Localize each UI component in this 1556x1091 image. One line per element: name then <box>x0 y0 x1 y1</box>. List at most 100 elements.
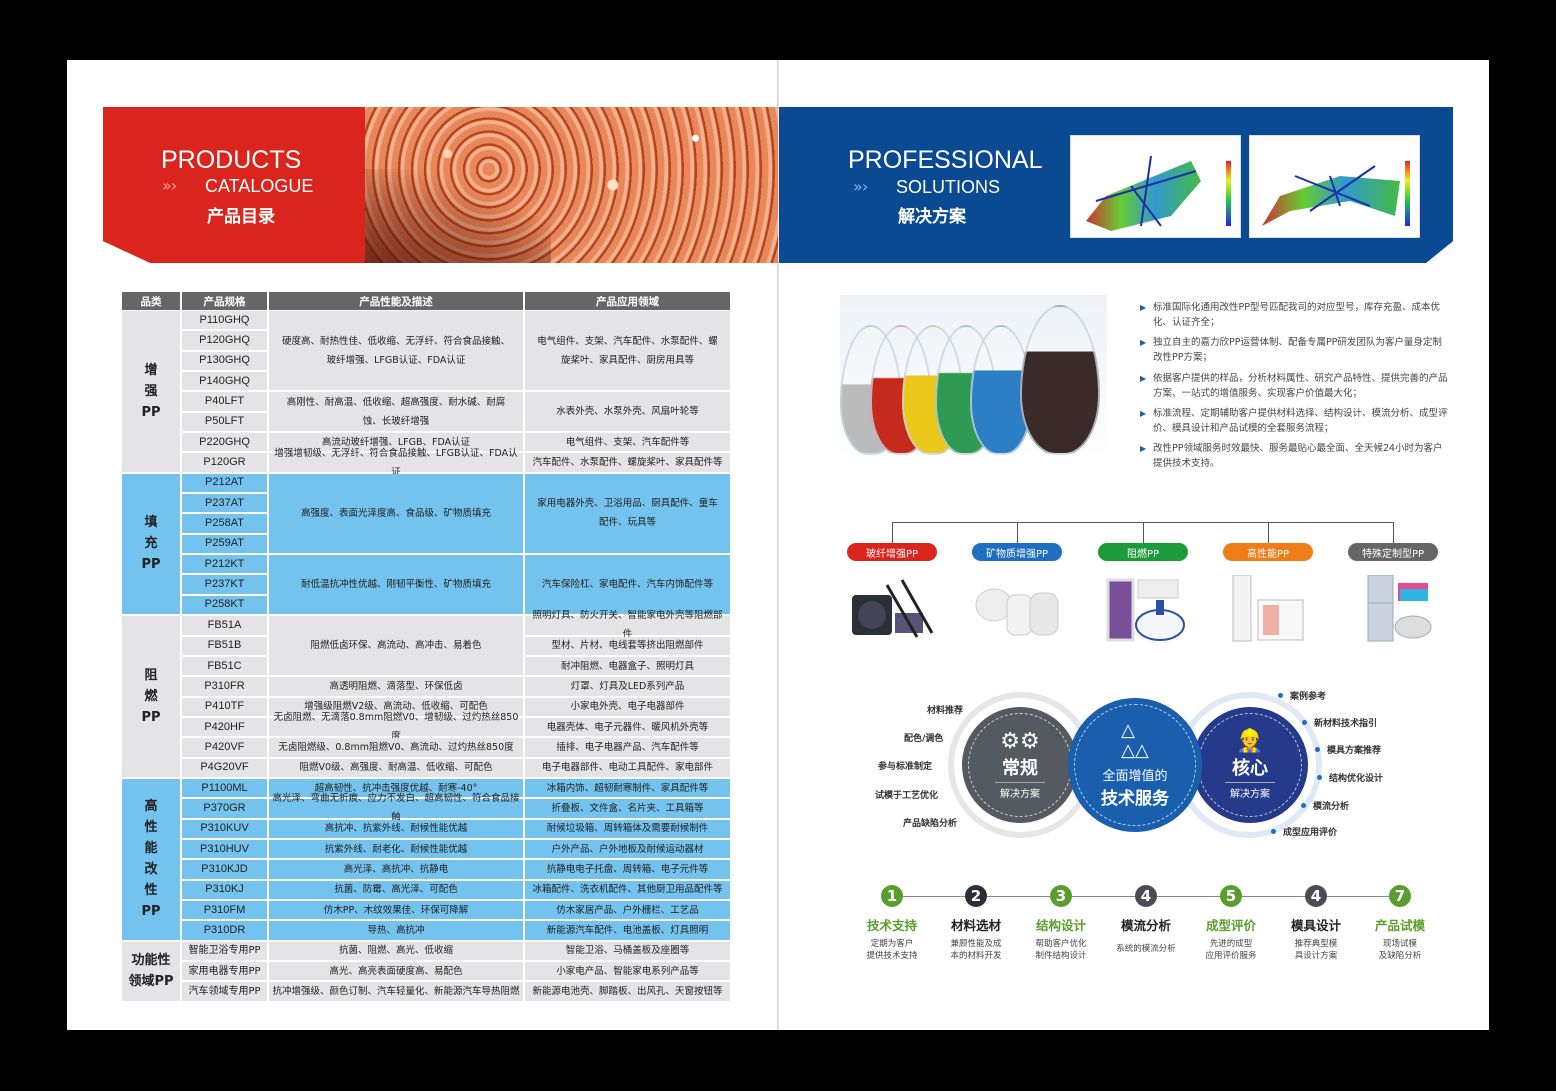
regular-solution-circle: ⚙⚙ 常规 解决方案 <box>962 707 1078 823</box>
tree-branch <box>1143 522 1144 543</box>
spec-cell: P237AT <box>182 494 267 514</box>
category-tree-line <box>892 522 1393 523</box>
step-marker: 7 <box>1389 885 1411 907</box>
core-service-item: 结构优化设计 <box>1329 774 1384 784</box>
description-cell: 高光泽、弯曲无折痕、应力不发白、超高韧性、符合食品接触 <box>269 793 523 823</box>
category-pill: 阻燃PP <box>1098 543 1188 561</box>
advantage-item: 依据客户提供的样品，分析材料属性、研究产品特性、提供完善的产品方案、一站式的增值… <box>1140 371 1450 401</box>
spec-cell: 智能卫浴专用PP <box>182 941 267 961</box>
step-description: 先进的成型 应用评价服务 <box>1205 939 1257 961</box>
pellets-photo <box>365 107 778 263</box>
spec-cell: P50LFT <box>182 412 267 433</box>
product-photo <box>972 575 1062 643</box>
spec-cell: P212AT <box>182 473 267 494</box>
application-cell: 小家电产品、智能家电系列产品等 <box>525 962 730 982</box>
category-cell: 增 强 PP <box>122 311 180 473</box>
description-cell: 阻燃低卤环保、高流动、高冲击、易着色 <box>269 616 523 677</box>
spec-cell: P370GR <box>182 799 267 819</box>
description-cell: 超高韧性、抗冲击强度优越、耐寒-40° <box>269 778 523 799</box>
spec-cell: P420HF <box>182 717 267 738</box>
step-description: 推荐典型模 具设计方案 <box>1294 939 1338 961</box>
description-cell: 抗菌、防霉、高光泽、可配色 <box>269 880 523 900</box>
header-subtitle: SOLUTIONS <box>896 177 1001 197</box>
application-cell: 电子电器部件、电动工具配件、家电部件 <box>525 758 730 778</box>
application-cell: 电器壳体、电子元器件、暖风机外壳等 <box>525 717 730 738</box>
application-cell: 水表外壳、水泵外壳、风扇叶轮等 <box>525 392 730 433</box>
description-cell: 阻燃V0级、高强度、耐高温、低收缩、可配色 <box>269 758 523 778</box>
step-description: 系统的模流分析 <box>1116 944 1176 954</box>
spec-cell: P259AT <box>182 534 267 555</box>
core-service-item: 模流分析 <box>1313 802 1350 812</box>
application-cell: 新能源电池壳、脚踏板、出风孔、天窗按钮等 <box>525 982 730 1002</box>
core-service-item: 新材料技术指引 <box>1314 719 1378 729</box>
category-pill: 高性能PP <box>1223 543 1313 561</box>
step-description: 兼顾性能及成 本的材料开发 <box>950 939 1002 961</box>
application-cell: 冰箱配件、洗衣机配件、其他厨卫用品配件等 <box>525 880 730 900</box>
spec-cell: P310FR <box>182 677 267 697</box>
description-cell: 耐低温抗冲性优越、刚韧平衡性、矿物质填充 <box>269 555 523 616</box>
step-title: 产品试模 <box>1374 918 1425 933</box>
spec-cell: FB51B <box>182 636 267 656</box>
spec-cell: P120GHQ <box>182 331 267 351</box>
bullet-dot <box>1301 803 1306 808</box>
step-marker: 1 <box>881 885 903 907</box>
spec-cell: P310KJ <box>182 880 267 900</box>
application-cell: 汽车配件、水泵配件、螺旋桨叶、家具配件等 <box>525 453 730 473</box>
table-header: 品类 <box>122 292 180 310</box>
step-title: 模流分析 <box>1120 918 1171 933</box>
spec-cell: 家用电器专用PP <box>182 962 267 982</box>
regular-service-item: 试模于工艺优化 <box>875 791 939 801</box>
regular-service-item: 产品缺陷分析 <box>903 819 958 829</box>
chevron-icon: ›› › <box>162 176 177 195</box>
table-header: 产品规格 <box>182 292 267 310</box>
value-added-service-circle: △ △△ 全面增值的 技术服务 <box>1068 698 1202 832</box>
core-service-item: 成型应用评价 <box>1283 828 1338 838</box>
spec-cell: P310KJD <box>182 860 267 880</box>
application-cell: 新能源汽车配件、电池盖板、灯具照明 <box>525 921 730 941</box>
step-marker: 5 <box>1220 885 1242 907</box>
step-marker: 4 <box>1135 885 1157 907</box>
step-marker: 4 <box>1305 885 1327 907</box>
core-solution-circle: 👷 核心 解决方案 <box>1192 707 1308 823</box>
tree-branch <box>892 522 893 543</box>
table-header: 产品应用领域 <box>525 292 730 310</box>
step-title: 模具设计 <box>1290 918 1341 933</box>
header-cn: 产品目录 <box>207 207 275 226</box>
description-cell: 抗紫外线、耐老化、耐候性能优越 <box>269 839 523 860</box>
core-service-item: 案例参考 <box>1290 692 1327 702</box>
description-cell: 高抗冲、抗紫外线、耐候性能优越 <box>269 819 523 839</box>
bullet-dot <box>1302 720 1307 725</box>
application-cell: 小家电外壳、电子电器部件 <box>525 697 730 717</box>
step-description: 帮助客户优化 制件结构设计 <box>1035 939 1087 961</box>
step-number: 4 <box>1310 887 1322 905</box>
application-cell: 耐候垃圾箱、周转箱体及需要耐候制件 <box>525 819 730 839</box>
header-title: PROFESSIONAL <box>848 146 1043 174</box>
spec-cell: P258KT <box>182 595 267 616</box>
advantage-item: 改性PP领域服务时效最快、服务最贴心最全面、全天候24小时为客户提供技术支持。 <box>1140 441 1450 471</box>
spec-cell: P310DR <box>182 921 267 941</box>
application-cell: 户外产品、户外地板及耐候运动器材 <box>525 839 730 860</box>
application-cell: 仿木家居产品、户外栅栏、工艺品 <box>525 900 730 921</box>
application-cell: 抗静电电子托盘、周转箱、电子元件等 <box>525 860 730 880</box>
advantage-item: 标准国际化通用改性PP型号匹配我司的对应型号，库存充盈、成本优化、认证齐全； <box>1140 300 1450 330</box>
spec-cell: P310KUV <box>182 819 267 839</box>
mold-flow-simulation-image <box>1249 135 1420 238</box>
spec-cell: P40LFT <box>182 392 267 412</box>
application-cell: 冰箱内饰、超韧耐寒制件、家具配件等 <box>525 778 730 799</box>
mold-flow-simulation-image <box>1070 135 1241 238</box>
spec-cell: P140GHQ <box>182 372 267 392</box>
spec-cell: P130GHQ <box>182 351 267 372</box>
description-cell: 抗冲增强级、颜色订制、汽车轻量化、新能源汽车导热阻燃 <box>269 982 523 1002</box>
spec-cell: P220GHQ <box>182 433 267 453</box>
spec-cell: P1100ML <box>182 778 267 799</box>
advantage-item: 标准流程、定期辅助客户提供材料选择、结构设计、模流分析、成型评价、模具设计和产品… <box>1140 406 1450 436</box>
description-cell: 增强级阻燃V2级、高流动、低收缩、可配色 <box>269 697 523 717</box>
application-cell: 家用电器外壳、卫浴用品、厨具配件、童车配件、玩具等 <box>525 473 730 555</box>
application-cell: 插排、电子电器产品、汽车配件等 <box>525 738 730 758</box>
step-marker: 3 <box>1050 885 1072 907</box>
description-cell: 高流动玻纤增强、LFGB、FDA认证 <box>269 433 523 453</box>
spec-cell: P237KT <box>182 575 267 595</box>
tree-branch <box>1017 522 1018 543</box>
application-cell: 照明灯具、防火开关、智能家电外壳等阻燃部件 <box>525 610 730 640</box>
product-photo <box>1098 575 1188 643</box>
